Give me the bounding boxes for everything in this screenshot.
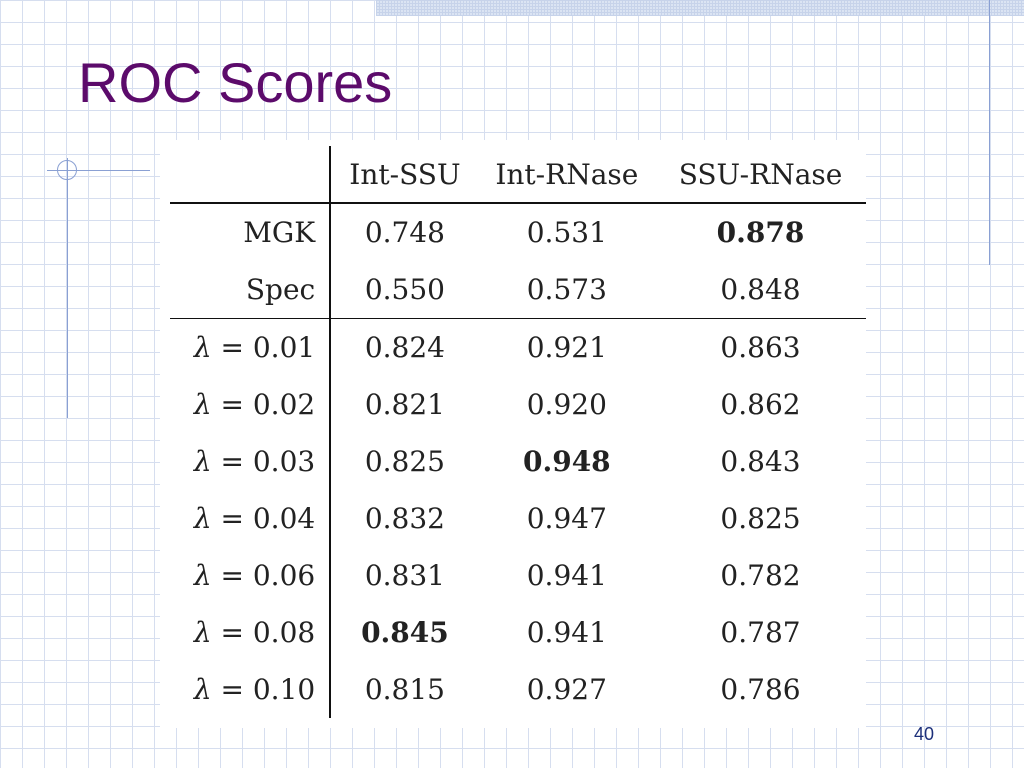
- equals-sign: =: [211, 559, 253, 592]
- score-cell: 0.824: [364, 331, 445, 364]
- table-header-row: Int-SSU Int-RNase SSU-RNase: [170, 146, 866, 204]
- score-cell: 0.947: [526, 502, 607, 535]
- row-label: λ = 0.10: [170, 661, 332, 718]
- table-row: λ = 0.08 0.845 0.941 0.787: [170, 604, 866, 661]
- lambda-symbol: λ: [193, 445, 212, 478]
- score-cell: 0.862: [720, 388, 801, 421]
- lambda-value: 0.10: [252, 673, 316, 706]
- row-label: MGK: [170, 203, 332, 261]
- score-cell: 0.531: [526, 216, 607, 249]
- score-cell: 0.782: [720, 559, 801, 592]
- row-label: Spec: [170, 261, 332, 319]
- score-cell: 0.941: [526, 559, 607, 592]
- score-cell: 0.573: [478, 261, 656, 319]
- lambda-value: 0.08: [252, 616, 316, 649]
- row-label: λ = 0.06: [170, 547, 332, 604]
- score-cell: 0.825: [364, 445, 445, 478]
- top-decorative-band: [376, 0, 1024, 16]
- row-label: λ = 0.04: [170, 490, 332, 547]
- score-cell: 0.821: [364, 388, 445, 421]
- row-label: λ = 0.02: [170, 376, 332, 433]
- equals-sign: =: [211, 502, 253, 535]
- table-row: λ = 0.10 0.815 0.927 0.786: [170, 661, 866, 718]
- score-cell: 0.825: [720, 502, 801, 535]
- lambda-symbol: λ: [193, 616, 212, 649]
- score-cell: 0.815: [364, 673, 445, 706]
- score-cell: 0.831: [364, 559, 445, 592]
- table-row: λ = 0.01 0.824 0.921 0.863: [170, 318, 866, 376]
- score-cell: 0.948: [522, 445, 611, 478]
- equals-sign: =: [211, 673, 253, 706]
- lambda-symbol: λ: [193, 559, 212, 592]
- row-label: λ = 0.08: [170, 604, 332, 661]
- table-row: λ = 0.03 0.825 0.948 0.843: [170, 433, 866, 490]
- decorative-circle-icon: [57, 160, 77, 180]
- equals-sign: =: [211, 445, 253, 478]
- lambda-value: 0.03: [252, 445, 316, 478]
- right-decorative-line: [989, 0, 990, 265]
- score-cell: 0.927: [526, 673, 607, 706]
- equals-sign: =: [211, 388, 253, 421]
- score-cell: 0.832: [364, 502, 445, 535]
- score-cell: 0.941: [526, 616, 607, 649]
- lambda-value: 0.01: [252, 331, 316, 364]
- slide-title: ROC Scores: [78, 51, 393, 114]
- score-cell: 0.863: [720, 331, 801, 364]
- score-cell: 0.550: [330, 261, 479, 319]
- header-cell-int-ssu: Int-SSU: [330, 146, 479, 204]
- row-label: λ = 0.01: [170, 318, 332, 376]
- table-row: Spec 0.550 0.573 0.848: [170, 261, 866, 319]
- score-cell: 0.845: [361, 616, 449, 649]
- score-cell: 0.786: [720, 673, 801, 706]
- header-cell-ssu-rnase: SSU-RNase: [655, 146, 866, 204]
- row-label: λ = 0.03: [170, 433, 332, 490]
- lambda-value: 0.02: [252, 388, 316, 421]
- lambda-symbol: λ: [193, 673, 212, 706]
- score-cell: 0.748: [364, 216, 445, 249]
- lambda-value: 0.04: [252, 502, 316, 535]
- score-cell: 0.848: [655, 261, 866, 319]
- equals-sign: =: [211, 331, 253, 364]
- lambda-symbol: λ: [193, 388, 212, 421]
- header-cell-row-label: [170, 146, 332, 204]
- left-decorative-line: [67, 158, 68, 418]
- score-cell: 0.878: [716, 216, 805, 249]
- table-row: λ = 0.04 0.832 0.947 0.825: [170, 490, 866, 547]
- score-cell: 0.843: [720, 445, 801, 478]
- page-number: 40: [914, 724, 935, 744]
- table-row: MGK 0.748 0.531 0.878: [170, 203, 866, 261]
- score-cell: 0.920: [526, 388, 607, 421]
- left-horizontal-decorative-line: [47, 170, 150, 171]
- roc-scores-table-panel: Int-SSU Int-RNase SSU-RNase MGK 0.748 0.53…: [160, 140, 866, 728]
- table-row: λ = 0.06 0.831 0.941 0.782: [170, 547, 866, 604]
- lambda-value: 0.06: [252, 559, 316, 592]
- score-cell: 0.787: [720, 616, 801, 649]
- lambda-symbol: λ: [193, 331, 212, 364]
- roc-scores-table: Int-SSU Int-RNase SSU-RNase MGK 0.748 0.53…: [170, 146, 866, 718]
- header-cell-int-rnase: Int-RNase: [478, 146, 656, 204]
- score-cell: 0.921: [526, 331, 607, 364]
- table-row: λ = 0.02 0.821 0.920 0.862: [170, 376, 866, 433]
- equals-sign: =: [211, 616, 253, 649]
- lambda-symbol: λ: [193, 502, 212, 535]
